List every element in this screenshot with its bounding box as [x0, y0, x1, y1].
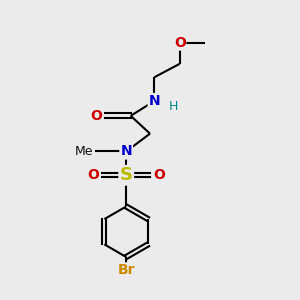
Text: N: N — [148, 94, 160, 108]
Text: Br: Br — [118, 263, 135, 278]
Text: O: O — [154, 168, 165, 182]
Text: S: S — [120, 166, 133, 184]
Text: O: O — [174, 36, 186, 50]
Text: N: N — [120, 145, 132, 158]
Text: O: O — [87, 168, 99, 182]
Text: O: O — [91, 109, 102, 123]
Text: Me: Me — [75, 145, 94, 158]
Text: H: H — [169, 100, 178, 113]
